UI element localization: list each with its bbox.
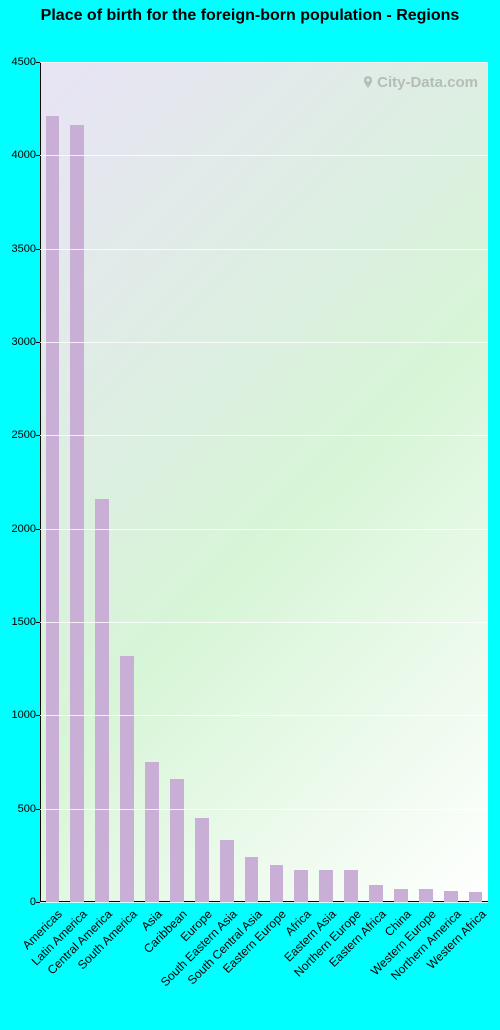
bar bbox=[120, 656, 134, 902]
bar bbox=[70, 125, 84, 902]
bar bbox=[369, 885, 383, 902]
y-tick-label: 3500 bbox=[12, 243, 40, 255]
y-tick-label: 0 bbox=[30, 896, 40, 908]
plot-area: City-Data.com 05001000150020002500300035… bbox=[40, 62, 488, 902]
bar bbox=[419, 889, 433, 902]
grid-line bbox=[40, 715, 488, 716]
grid-line bbox=[40, 62, 488, 63]
bar bbox=[444, 891, 458, 902]
bar bbox=[469, 892, 483, 902]
bar bbox=[220, 840, 234, 902]
y-tick-label: 4000 bbox=[12, 149, 40, 161]
bar bbox=[319, 870, 333, 902]
bar bbox=[46, 116, 60, 902]
chart-container: Place of birth for the foreign-born popu… bbox=[0, 0, 500, 1030]
y-tick-label: 3000 bbox=[12, 336, 40, 348]
grid-line bbox=[40, 622, 488, 623]
grid-line bbox=[40, 249, 488, 250]
bar bbox=[294, 870, 308, 902]
bar bbox=[170, 779, 184, 902]
grid-line bbox=[40, 809, 488, 810]
bar bbox=[95, 499, 109, 902]
grid-line bbox=[40, 155, 488, 156]
bar bbox=[270, 865, 284, 902]
y-tick-label: 1500 bbox=[12, 616, 40, 628]
bar bbox=[245, 857, 259, 902]
bar bbox=[195, 818, 209, 902]
chart-title: Place of birth for the foreign-born popu… bbox=[0, 6, 500, 25]
y-tick-label: 4500 bbox=[12, 56, 40, 68]
grid-line bbox=[40, 902, 488, 903]
bar bbox=[344, 870, 358, 902]
grid-line bbox=[40, 529, 488, 530]
bar bbox=[394, 889, 408, 902]
y-tick-label: 500 bbox=[18, 803, 40, 815]
grid-line bbox=[40, 435, 488, 436]
grid-line bbox=[40, 342, 488, 343]
bar bbox=[145, 762, 159, 902]
y-tick-label: 1000 bbox=[12, 709, 40, 721]
y-tick-label: 2000 bbox=[12, 523, 40, 535]
bars-layer bbox=[40, 62, 488, 902]
y-tick-label: 2500 bbox=[12, 429, 40, 441]
